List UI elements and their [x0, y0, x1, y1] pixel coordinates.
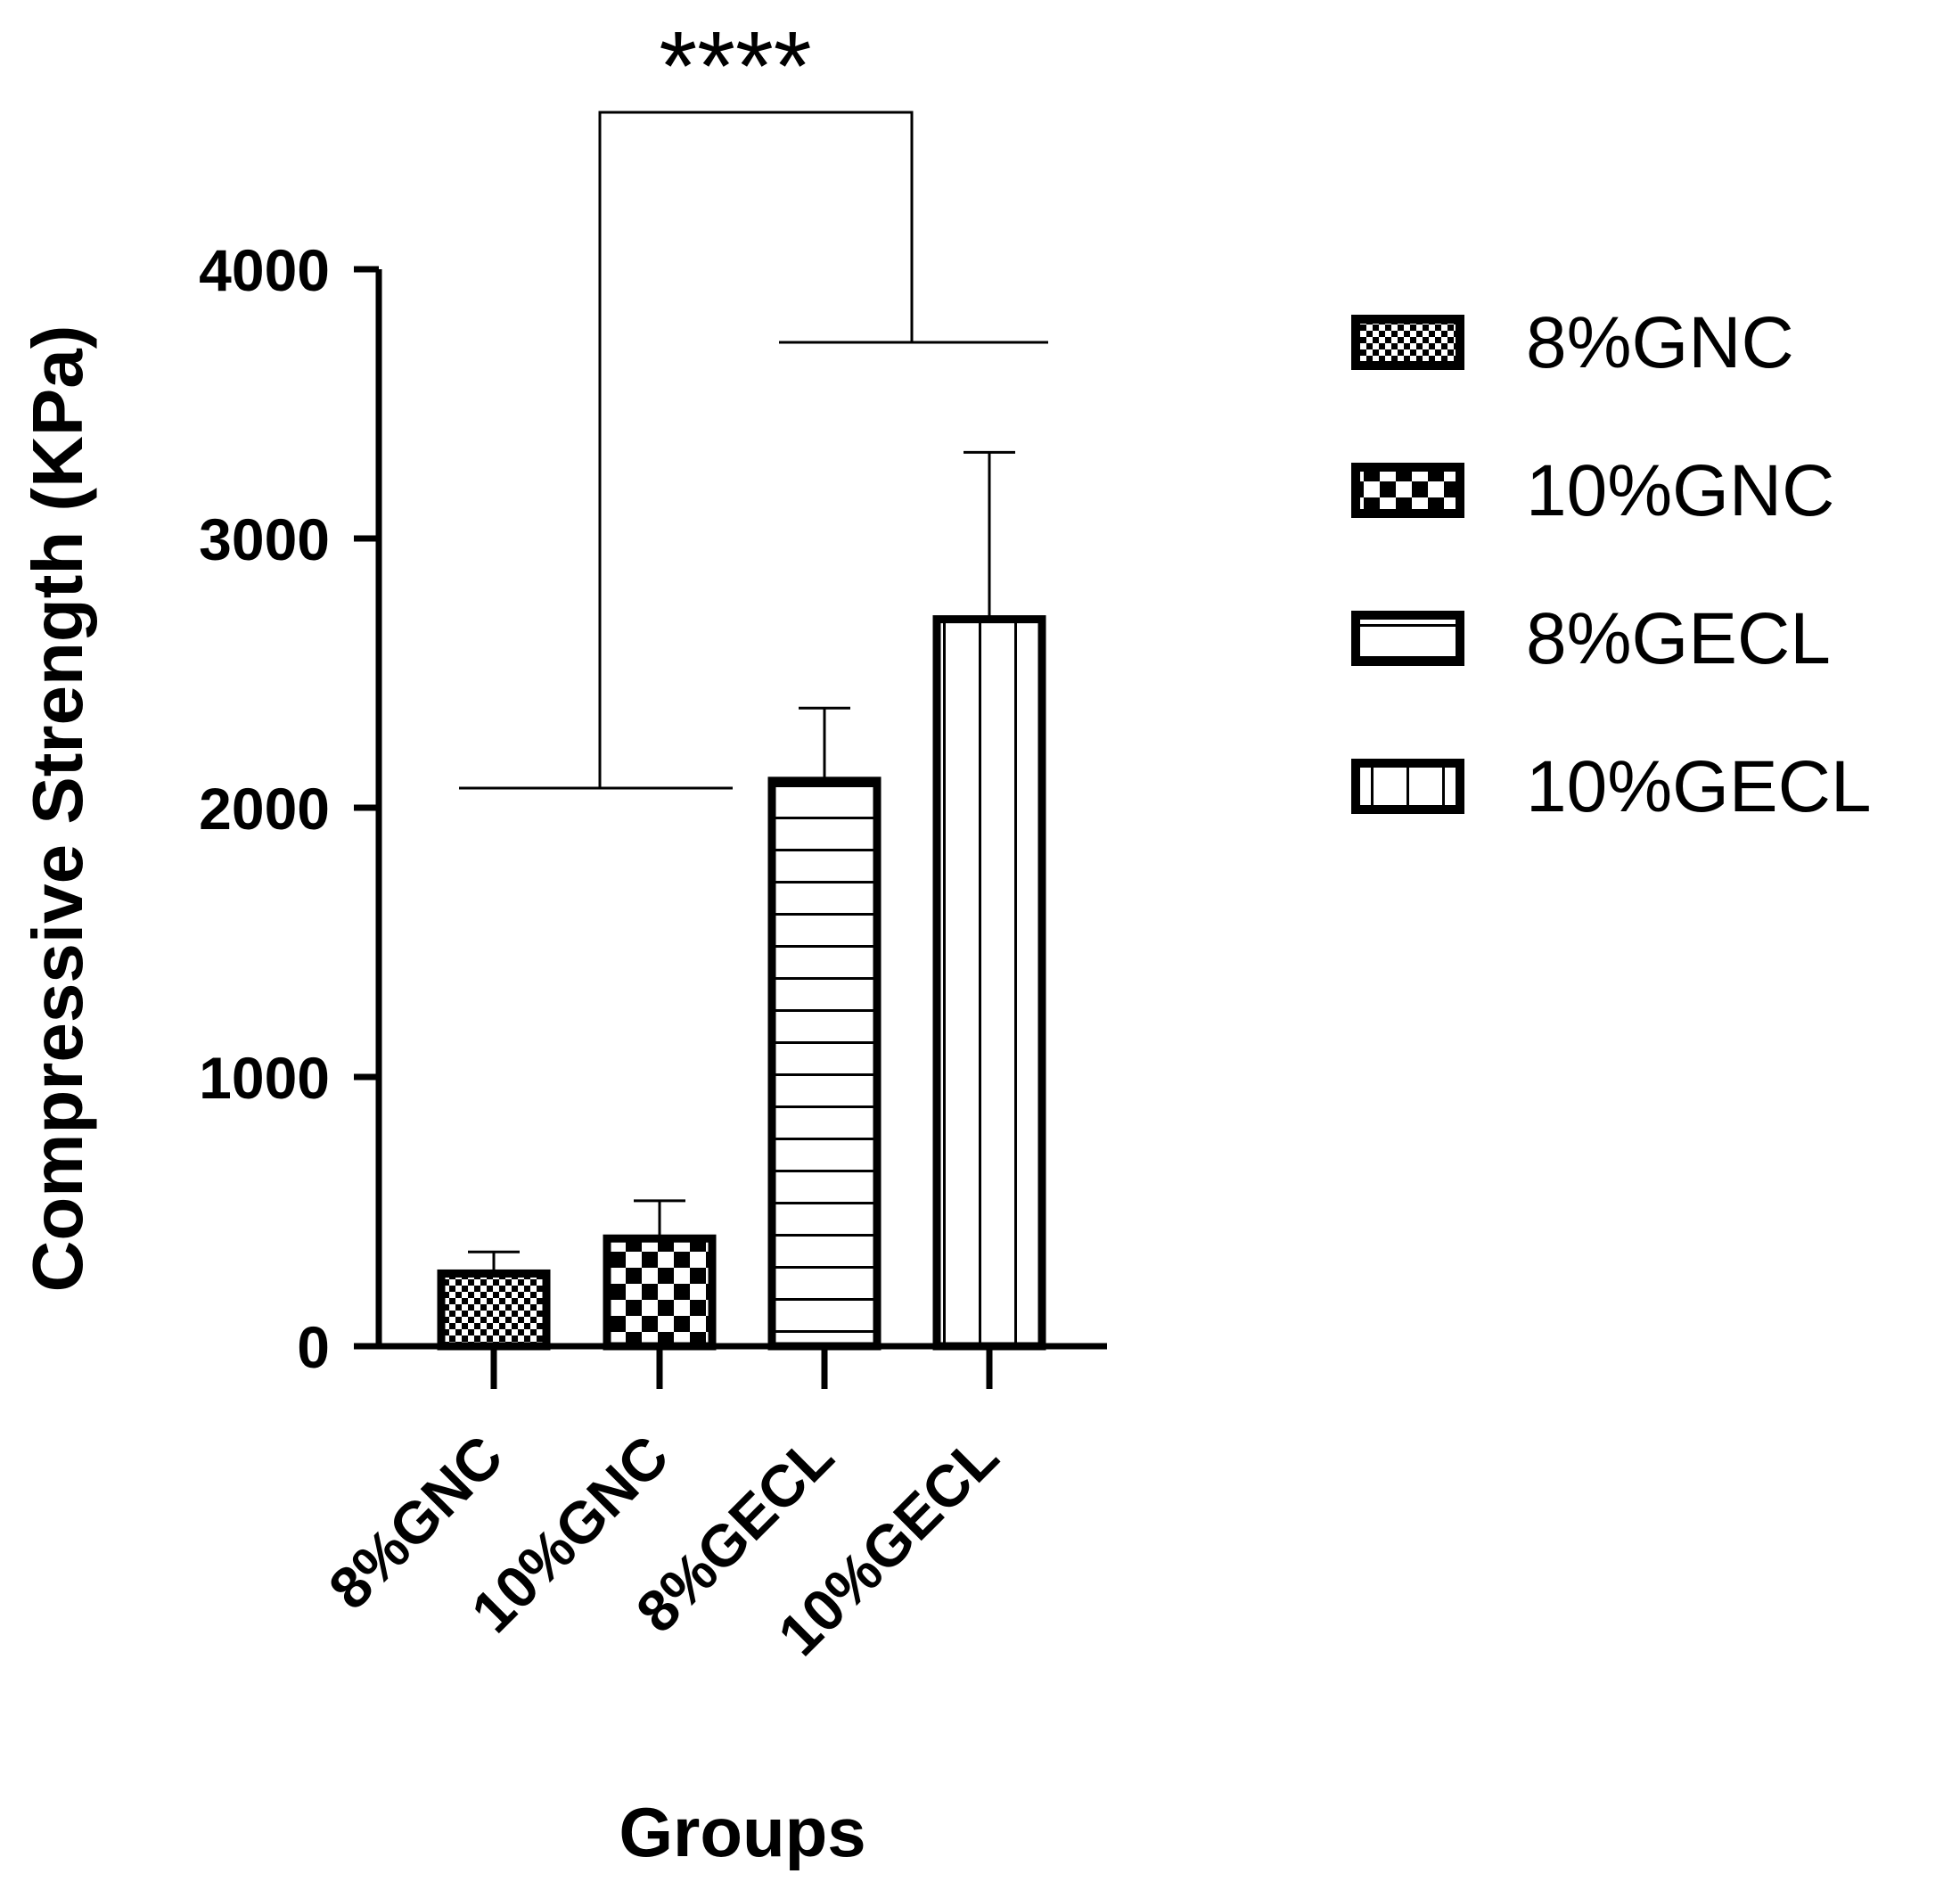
legend-label: 10%GECL: [1526, 746, 1871, 827]
legend-swatch-4: [1351, 759, 1464, 814]
bar-1: [437, 1269, 551, 1351]
bars: [437, 450, 1046, 1389]
legend-label: 8%GNC: [1526, 302, 1794, 383]
bar-2: [603, 1234, 717, 1351]
legend-label: 8%GECL: [1526, 598, 1831, 679]
axes: Compressive Strength (KPa) Groups: [18, 269, 1107, 1871]
significance-bracket: ****: [459, 12, 1048, 790]
x-axis-title: Groups: [619, 1793, 865, 1871]
legend-swatch-2: [1351, 463, 1464, 518]
y-tick-label: 2000: [199, 776, 330, 842]
legend-swatch-3: [1351, 611, 1464, 666]
y-ticks: 0 1000 2000 3000 4000: [199, 237, 379, 1380]
bar-3: [767, 777, 882, 1351]
legend-label: 10%GNC: [1526, 450, 1834, 531]
legend-swatch-1: [1351, 315, 1464, 370]
y-tick-label: 3000: [199, 506, 330, 572]
y-tick-label: 0: [297, 1314, 330, 1380]
y-axis-title: Compressive Strength (KPa): [18, 325, 97, 1293]
y-tick-label: 4000: [199, 237, 330, 303]
significance-label: ****: [659, 12, 811, 121]
legend: 8%GNC 10%GNC 8%GECL 10%GECL: [1351, 302, 1871, 827]
bracket-connector: [598, 111, 914, 788]
bar-4: [932, 615, 1046, 1351]
y-tick-label: 1000: [199, 1045, 330, 1111]
